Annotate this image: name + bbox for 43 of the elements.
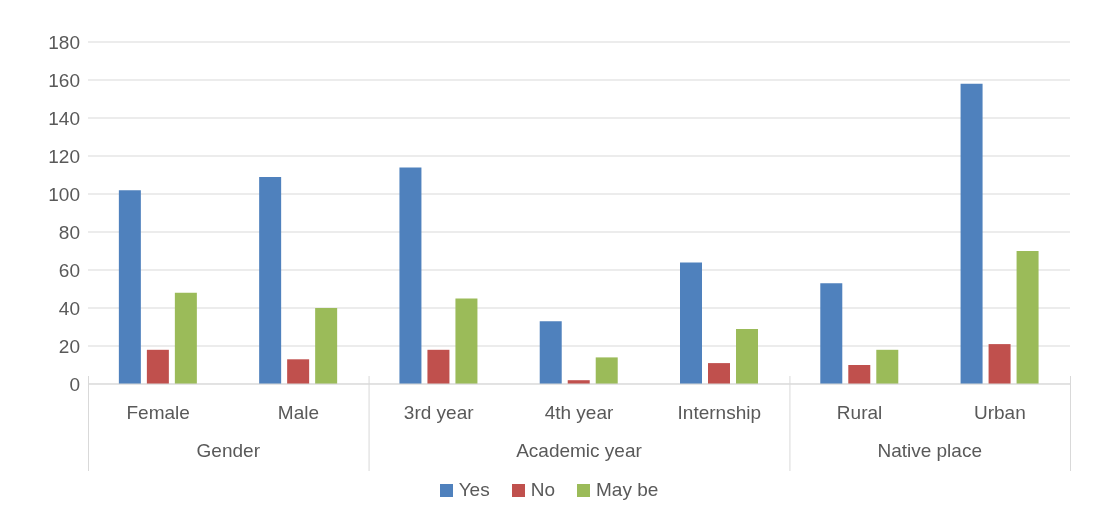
- bar: [539, 321, 562, 384]
- y-tick-label: 0: [69, 373, 80, 395]
- text: Gender: [195, 440, 261, 462]
- x-tick-label: Urban: [973, 402, 1026, 424]
- bar: [174, 292, 197, 384]
- bar: [708, 363, 731, 384]
- bar: [287, 359, 310, 384]
- legend-label: May be: [595, 479, 659, 501]
- bar: [876, 349, 899, 384]
- bar: [595, 357, 618, 384]
- bar: [988, 344, 1011, 384]
- bar: [736, 328, 759, 384]
- x-tick-label: 3rd year: [403, 402, 475, 424]
- x-tick-label: 4th year: [544, 402, 614, 424]
- x-tick-label: Rural: [836, 402, 883, 424]
- y-tick-label: 100: [48, 183, 80, 205]
- legend-label: No: [529, 479, 555, 501]
- bar: [960, 83, 983, 384]
- bar: [259, 176, 282, 384]
- bar: [315, 308, 338, 384]
- bar: [427, 349, 450, 384]
- legend-label: Yes: [457, 479, 490, 501]
- y-tick-label: 20: [58, 335, 80, 357]
- bar: [820, 283, 843, 384]
- y-tick-label: 140: [48, 107, 80, 129]
- text: Native place: [876, 440, 983, 462]
- x-tick-label: Internship: [677, 402, 762, 424]
- y-tick-label: 180: [48, 31, 80, 53]
- y-tick-label: 80: [58, 221, 80, 243]
- y-tick-label: 60: [58, 259, 80, 281]
- bar: [455, 298, 478, 384]
- text: Academic year: [515, 440, 643, 462]
- bar: [399, 167, 422, 384]
- y-tick-label: 160: [48, 69, 80, 91]
- bar: [118, 190, 141, 384]
- bar: [848, 365, 871, 384]
- bar: [680, 262, 703, 384]
- x-tick-label: Female: [126, 402, 190, 424]
- y-tick-label: 120: [48, 145, 80, 167]
- x-tick-label: Male: [277, 402, 320, 424]
- bar: [146, 349, 169, 384]
- bar: [1016, 251, 1039, 384]
- y-tick-label: 40: [58, 297, 80, 319]
